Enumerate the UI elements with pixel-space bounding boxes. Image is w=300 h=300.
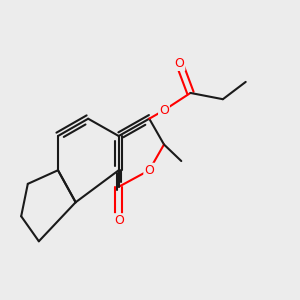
Text: O: O: [175, 57, 184, 70]
Text: O: O: [114, 214, 124, 227]
Text: O: O: [159, 104, 169, 117]
Text: O: O: [144, 164, 154, 177]
